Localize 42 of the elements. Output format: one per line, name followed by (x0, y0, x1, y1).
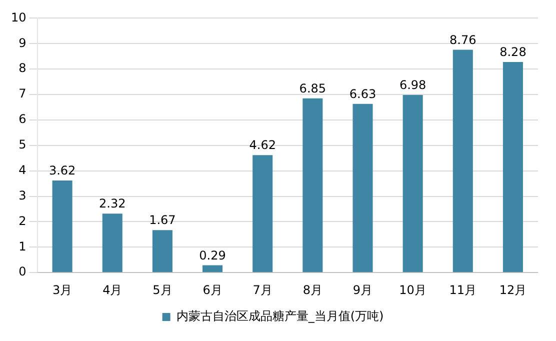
bar (152, 230, 172, 272)
bar (402, 95, 423, 272)
data-label: 3.62 (48, 164, 76, 178)
x-tick-label: 3月 (52, 282, 72, 297)
bar (302, 98, 323, 272)
y-tick-label: 7 (18, 86, 26, 101)
data-label: 0.29 (199, 248, 226, 262)
x-tick-label: 11月 (449, 282, 477, 297)
bar (352, 104, 373, 272)
x-tick-label: 5月 (152, 282, 172, 297)
legend-label: 内蒙古自治区成品糖产量_当月值(万吨) (176, 309, 384, 324)
data-label: 4.62 (249, 138, 276, 152)
data-label: 1.67 (149, 213, 176, 228)
x-tick-label: 4月 (102, 282, 122, 297)
y-tick-label: 4 (18, 162, 26, 177)
y-tick-label: 8 (18, 61, 26, 76)
x-tick-label: 7月 (252, 282, 272, 297)
bar (202, 265, 223, 272)
y-tick-label: 5 (18, 138, 26, 152)
bar (102, 214, 122, 272)
x-tick-label: 9月 (352, 282, 373, 297)
data-label: 2.32 (99, 196, 126, 211)
y-tick-label: 0 (18, 264, 26, 279)
x-tick-label: 8月 (302, 282, 322, 297)
data-label: 8.76 (450, 32, 476, 47)
x-tick-label: 12月 (499, 282, 527, 297)
data-label: 8.28 (500, 45, 526, 60)
data-label: 6.98 (399, 78, 426, 92)
bar (252, 155, 273, 272)
x-tick-label: 10月 (399, 282, 426, 297)
y-tick-label: 3 (18, 188, 26, 202)
y-tick-label: 9 (18, 36, 26, 50)
y-tick-label: 1 (18, 239, 26, 254)
y-tick-label: 6 (18, 112, 26, 126)
bar (502, 62, 523, 272)
bar (52, 180, 72, 272)
x-tick-label: 6月 (202, 282, 222, 297)
data-label: 6.85 (299, 81, 326, 96)
y-tick-label: 2 (18, 214, 26, 228)
y-tick-label: 10 (10, 10, 26, 24)
data-label: 6.63 (349, 87, 376, 102)
bar (452, 50, 473, 272)
